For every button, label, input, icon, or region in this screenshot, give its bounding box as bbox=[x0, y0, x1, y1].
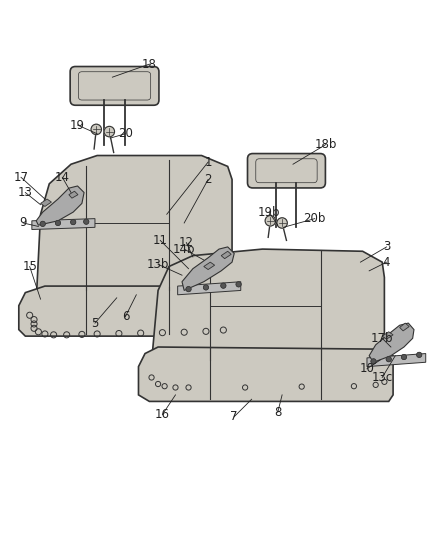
Text: 6: 6 bbox=[122, 310, 129, 323]
Text: 12: 12 bbox=[179, 236, 194, 249]
Polygon shape bbox=[152, 249, 385, 362]
Text: 15: 15 bbox=[22, 260, 37, 273]
Polygon shape bbox=[19, 286, 239, 336]
Polygon shape bbox=[182, 247, 234, 290]
Text: 18: 18 bbox=[142, 58, 157, 70]
Text: 14: 14 bbox=[55, 171, 70, 184]
Circle shape bbox=[265, 215, 276, 226]
Circle shape bbox=[203, 285, 208, 290]
Text: 19: 19 bbox=[70, 118, 85, 132]
Text: 11: 11 bbox=[153, 234, 168, 247]
Polygon shape bbox=[221, 251, 231, 259]
Circle shape bbox=[236, 282, 241, 287]
Circle shape bbox=[277, 218, 287, 228]
Text: 16: 16 bbox=[155, 408, 170, 421]
Polygon shape bbox=[204, 262, 215, 270]
Polygon shape bbox=[36, 156, 232, 301]
Polygon shape bbox=[69, 191, 78, 198]
Text: 3: 3 bbox=[383, 240, 390, 253]
Polygon shape bbox=[138, 347, 393, 401]
Circle shape bbox=[84, 219, 89, 224]
Circle shape bbox=[386, 357, 391, 362]
Circle shape bbox=[221, 283, 226, 288]
Circle shape bbox=[71, 220, 76, 225]
Circle shape bbox=[91, 124, 102, 135]
Text: 2: 2 bbox=[205, 173, 212, 186]
Circle shape bbox=[55, 220, 60, 225]
Polygon shape bbox=[41, 199, 51, 206]
Polygon shape bbox=[178, 282, 241, 295]
Circle shape bbox=[417, 352, 422, 358]
Polygon shape bbox=[399, 323, 409, 331]
Circle shape bbox=[186, 287, 191, 292]
Circle shape bbox=[401, 354, 406, 360]
Text: 17: 17 bbox=[14, 171, 28, 184]
Text: 8: 8 bbox=[274, 406, 282, 419]
Text: 20: 20 bbox=[118, 127, 133, 140]
Text: 20b: 20b bbox=[304, 212, 326, 225]
Text: 14b: 14b bbox=[173, 243, 195, 256]
Text: 17b: 17b bbox=[371, 332, 393, 345]
Text: 19b: 19b bbox=[258, 206, 280, 219]
FancyBboxPatch shape bbox=[70, 67, 159, 105]
Text: 18b: 18b bbox=[314, 138, 337, 151]
Text: 7: 7 bbox=[230, 410, 238, 423]
Text: 13b: 13b bbox=[147, 258, 169, 271]
Polygon shape bbox=[36, 186, 84, 225]
Polygon shape bbox=[32, 219, 95, 230]
Text: 4: 4 bbox=[383, 256, 390, 269]
Text: 13c: 13c bbox=[371, 371, 393, 384]
Text: 5: 5 bbox=[91, 317, 99, 329]
Text: 10: 10 bbox=[360, 362, 374, 375]
Circle shape bbox=[371, 359, 376, 364]
Polygon shape bbox=[369, 323, 414, 362]
FancyBboxPatch shape bbox=[247, 154, 325, 188]
Circle shape bbox=[104, 126, 115, 137]
Text: 13: 13 bbox=[18, 186, 33, 199]
Polygon shape bbox=[367, 353, 426, 367]
Polygon shape bbox=[382, 332, 393, 339]
Circle shape bbox=[40, 221, 46, 227]
Text: 1: 1 bbox=[205, 156, 212, 168]
Text: 9: 9 bbox=[19, 216, 27, 230]
